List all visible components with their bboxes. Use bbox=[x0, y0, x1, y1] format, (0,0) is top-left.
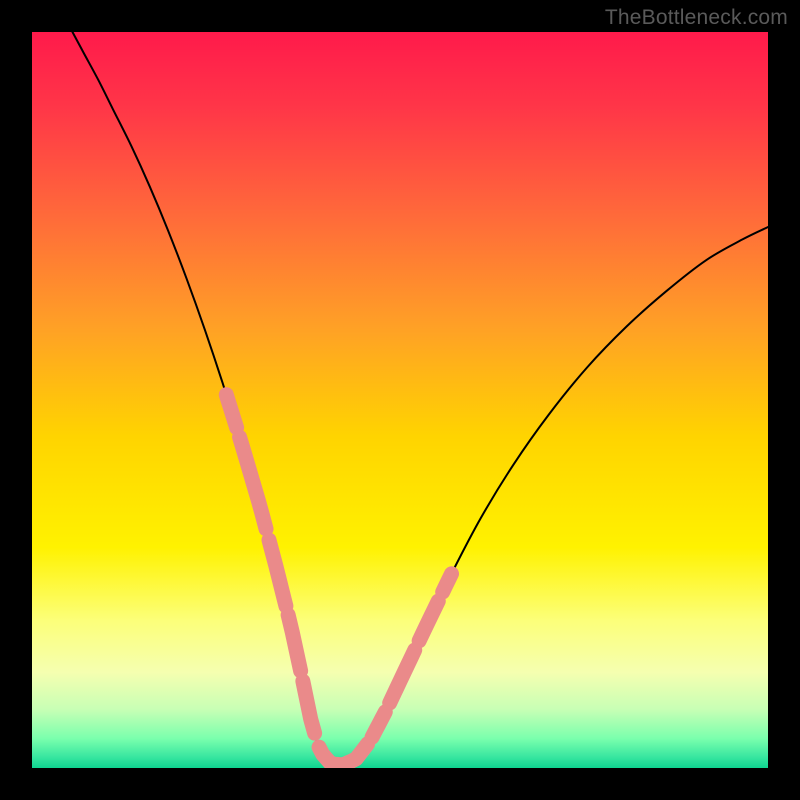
watermark-text: TheBottleneck.com bbox=[605, 6, 788, 30]
chart-svg bbox=[32, 32, 768, 768]
chart-plot-area bbox=[32, 32, 768, 768]
highlight-segment bbox=[226, 395, 236, 428]
chart-background-gradient bbox=[32, 32, 768, 768]
highlight-segment bbox=[443, 574, 452, 592]
